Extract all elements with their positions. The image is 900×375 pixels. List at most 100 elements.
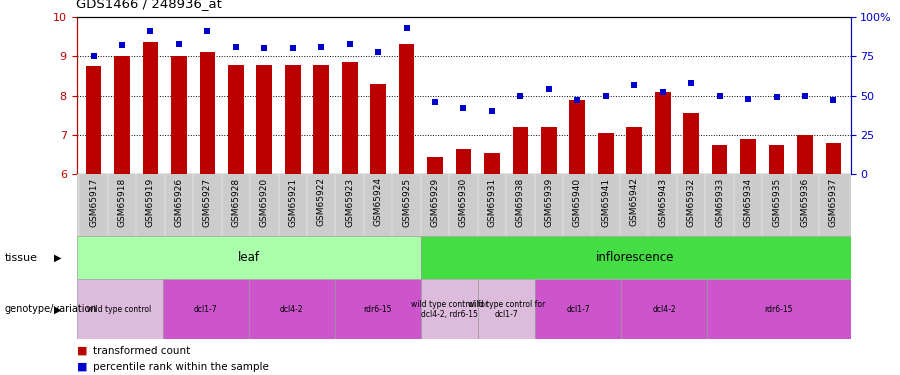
Point [200, 28, 214, 34]
Text: GSM65918: GSM65918 [118, 177, 127, 227]
Text: GSM65936: GSM65936 [800, 177, 809, 227]
Point [314, 44, 328, 50]
Text: GSM65929: GSM65929 [430, 177, 439, 226]
Text: dcl4-2: dcl4-2 [652, 305, 676, 314]
Bar [478, 279, 536, 339]
Point [343, 40, 357, 46]
Bar [342, 62, 357, 174]
Text: transformed count: transformed count [93, 346, 190, 355]
Bar [335, 279, 420, 339]
Bar [513, 127, 528, 174]
Bar [420, 279, 478, 339]
Text: ■: ■ [76, 346, 87, 355]
Bar [683, 113, 699, 174]
Bar [570, 100, 585, 174]
Bar [797, 135, 813, 174]
Bar [825, 143, 842, 174]
Point [770, 94, 784, 100]
Point [684, 80, 698, 86]
Text: GSM65921: GSM65921 [288, 177, 297, 226]
Text: GSM65937: GSM65937 [829, 177, 838, 227]
Bar [626, 127, 642, 174]
Point [400, 25, 414, 31]
Bar [285, 65, 301, 174]
Text: GSM65927: GSM65927 [202, 177, 211, 226]
Bar [655, 92, 670, 174]
Bar [256, 65, 272, 174]
Bar [428, 157, 443, 174]
Bar [76, 174, 850, 236]
Bar [171, 56, 187, 174]
Text: tissue: tissue [4, 253, 38, 263]
Text: GSM65917: GSM65917 [89, 177, 98, 227]
Point [627, 82, 642, 88]
Text: GSM65924: GSM65924 [374, 177, 382, 226]
Bar [228, 65, 244, 174]
Text: dcl1-7: dcl1-7 [566, 305, 590, 314]
Text: GSM65926: GSM65926 [175, 177, 184, 226]
Bar [86, 66, 102, 174]
Point [485, 108, 500, 114]
Text: GSM65919: GSM65919 [146, 177, 155, 227]
Point [542, 86, 556, 92]
Bar [420, 236, 850, 279]
Point [285, 45, 300, 51]
Point [456, 105, 471, 111]
Text: ▶: ▶ [54, 304, 61, 314]
Bar [143, 42, 158, 174]
Point [371, 48, 385, 54]
Point [143, 28, 157, 34]
Text: GDS1466 / 248936_at: GDS1466 / 248936_at [76, 0, 222, 10]
Point [826, 98, 841, 104]
Bar [740, 139, 756, 174]
Bar [455, 149, 472, 174]
Point [713, 93, 727, 99]
Point [229, 44, 243, 50]
Point [115, 42, 130, 48]
Text: ■: ■ [76, 362, 87, 372]
Point [655, 90, 670, 96]
Bar [484, 153, 500, 174]
Bar [399, 45, 414, 174]
Text: GSM65931: GSM65931 [488, 177, 497, 227]
Text: GSM65940: GSM65940 [572, 177, 581, 226]
Text: GSM65932: GSM65932 [687, 177, 696, 226]
Text: percentile rank within the sample: percentile rank within the sample [93, 362, 268, 372]
Text: GSM65942: GSM65942 [630, 177, 639, 226]
Bar [76, 279, 163, 339]
Bar [598, 133, 614, 174]
Point [513, 93, 527, 99]
Text: wild type control for
dcl1-7: wild type control for dcl1-7 [468, 300, 545, 319]
Text: GSM65928: GSM65928 [231, 177, 240, 226]
Text: GSM65941: GSM65941 [601, 177, 610, 226]
Text: GSM65923: GSM65923 [346, 177, 355, 226]
Text: rdr6-15: rdr6-15 [364, 305, 392, 314]
Bar [707, 279, 850, 339]
Bar [712, 145, 727, 174]
Bar [313, 65, 329, 174]
Text: dcl4-2: dcl4-2 [280, 305, 303, 314]
Point [86, 53, 101, 59]
Text: GSM65943: GSM65943 [658, 177, 667, 226]
Text: GSM65933: GSM65933 [716, 177, 724, 227]
Text: inflorescence: inflorescence [597, 251, 675, 264]
Bar [536, 279, 621, 339]
Text: GSM65930: GSM65930 [459, 177, 468, 227]
Point [172, 40, 186, 46]
Point [741, 96, 755, 102]
Bar [248, 279, 335, 339]
Bar [769, 145, 784, 174]
Bar [541, 127, 557, 174]
Bar [76, 236, 420, 279]
Text: ▶: ▶ [54, 253, 61, 263]
Bar [163, 279, 248, 339]
Text: rdr6-15: rdr6-15 [765, 305, 793, 314]
Bar [621, 279, 707, 339]
Text: GSM65922: GSM65922 [317, 177, 326, 226]
Bar [370, 84, 386, 174]
Text: leaf: leaf [238, 251, 259, 264]
Text: GSM65939: GSM65939 [544, 177, 554, 227]
Text: genotype/variation: genotype/variation [4, 304, 97, 314]
Point [257, 45, 272, 51]
Text: GSM65934: GSM65934 [743, 177, 752, 226]
